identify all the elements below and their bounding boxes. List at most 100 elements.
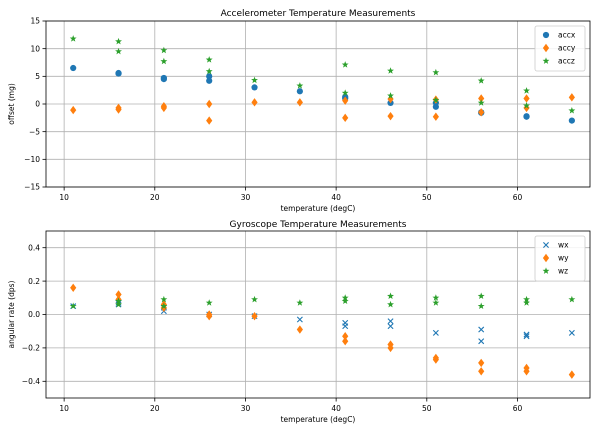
- data-point-accz: [160, 57, 168, 65]
- data-point-accy: [296, 98, 303, 107]
- legend-marker-accx: [542, 31, 550, 39]
- legend-label-wy: wy: [558, 254, 569, 263]
- series-accz: [69, 35, 576, 114]
- data-point-accx: [206, 73, 213, 80]
- legend: wx wy wz: [534, 235, 586, 282]
- data-point-wz: [115, 300, 122, 308]
- data-point-accy: [523, 94, 530, 103]
- data-point-wx: [342, 323, 349, 330]
- y-axis-label: angular rate (dps): [7, 280, 16, 348]
- data-point-accz: [432, 68, 440, 76]
- chart-2: 10 20 30 40 50 60 −0.4 −0.2 0.0 0.2 0.4 Gyroscope T…: [7, 220, 591, 424]
- data-point-accy: [160, 103, 167, 113]
- data-point-accz: [387, 92, 394, 99]
- data-point-wz: [160, 302, 168, 310]
- data-point-accz: [523, 102, 530, 109]
- data-point-wz: [296, 299, 304, 306]
- y-tick-label: −0.4: [22, 377, 40, 386]
- data-point-wy: [387, 343, 394, 353]
- data-point-wz: [160, 295, 168, 303]
- y-axis-label: offset (mg): [7, 83, 16, 125]
- data-point-accy: [251, 98, 258, 107]
- x-axis-label: temperature (degC): [281, 204, 356, 213]
- x-tick-label: 60: [513, 193, 523, 202]
- data-point-wx: [478, 338, 485, 345]
- x-tick-label: 30: [241, 404, 251, 413]
- data-point-accz: [341, 61, 349, 68]
- chart-title: Gyroscope Temperature Measurements: [230, 220, 407, 230]
- y-tick-label: 15: [30, 17, 40, 26]
- data-point-wy: [523, 367, 530, 376]
- data-point-wy: [206, 311, 213, 321]
- data-point-wy: [70, 283, 77, 292]
- data-point-accy: [523, 103, 530, 113]
- data-point-accx: [251, 84, 258, 91]
- data-point-accy: [206, 99, 213, 109]
- x-tick-label: 40: [331, 193, 341, 202]
- x-axis-label: temperature (degC): [281, 415, 356, 424]
- legend-marker-wx: [543, 242, 549, 248]
- data-point-wx: [387, 323, 394, 330]
- y-tick-label: 0.4: [28, 243, 40, 252]
- data-point-wz: [341, 294, 349, 301]
- data-point-accz: [568, 107, 576, 114]
- data-point-wy: [478, 358, 485, 368]
- data-point-accz: [432, 96, 440, 104]
- data-point-accz: [115, 37, 122, 45]
- x-tick-label: 10: [59, 193, 69, 202]
- data-point-wx: [523, 331, 530, 338]
- data-point-wz: [523, 299, 530, 306]
- data-point-wz: [432, 294, 440, 301]
- data-point-wz: [251, 295, 258, 303]
- data-point-accx: [568, 117, 575, 124]
- y-tick-label: 10: [30, 44, 40, 53]
- data-point-accz: [477, 99, 485, 106]
- data-point-accy: [432, 112, 439, 121]
- data-point-accy: [387, 111, 394, 121]
- x-tick-label: 60: [513, 404, 523, 413]
- y-tick-label: 0.2: [28, 277, 40, 286]
- data-point-accz: [115, 47, 122, 55]
- axes-frame: [45, 230, 591, 399]
- legend-label-wz: wz: [558, 267, 568, 276]
- legend-label-accx: accx: [558, 31, 576, 40]
- data-point-wx: [432, 329, 439, 336]
- legend-marker-wz: [542, 267, 550, 274]
- data-point-wy: [478, 367, 485, 376]
- data-point-wy: [568, 370, 575, 379]
- x-tick-label: 20: [150, 193, 160, 202]
- data-point-wy: [342, 332, 349, 341]
- data-point-accz: [477, 77, 485, 84]
- x-tick-label: 20: [150, 404, 160, 413]
- data-point-accx: [115, 69, 122, 77]
- data-point-wz: [477, 302, 485, 310]
- legend-marker-accz: [542, 57, 550, 64]
- legend-label-accy: accy: [558, 44, 576, 53]
- series-accy: [70, 93, 575, 125]
- data-point-accy: [70, 105, 77, 115]
- data-point-wz: [205, 299, 213, 306]
- data-point-accy: [478, 94, 485, 103]
- data-point-wz: [115, 297, 122, 305]
- data-point-wz: [387, 300, 394, 308]
- y-tick-label: −10: [24, 155, 40, 164]
- data-point-wz: [432, 299, 440, 306]
- data-point-accy: [568, 93, 575, 102]
- data-point-wy: [251, 311, 258, 321]
- data-point-wx: [523, 333, 530, 340]
- data-point-accy: [342, 96, 349, 105]
- data-point-accz: [387, 67, 394, 74]
- chart-title: Accelerometer Temperature Measurements: [221, 9, 416, 19]
- data-point-wy: [342, 337, 349, 346]
- data-point-accy: [115, 103, 122, 113]
- x-tick-label: 30: [241, 193, 251, 202]
- x-tick-label: 40: [331, 404, 341, 413]
- y-tick-label: 0: [35, 100, 40, 109]
- legend-marker-accy: [542, 43, 550, 53]
- data-point-wz: [568, 295, 576, 303]
- legend-marker-wy: [542, 253, 550, 263]
- data-point-accz: [69, 35, 77, 42]
- data-point-wz: [523, 295, 530, 303]
- x-tick-label: 50: [422, 193, 432, 202]
- data-point-wz: [477, 292, 485, 300]
